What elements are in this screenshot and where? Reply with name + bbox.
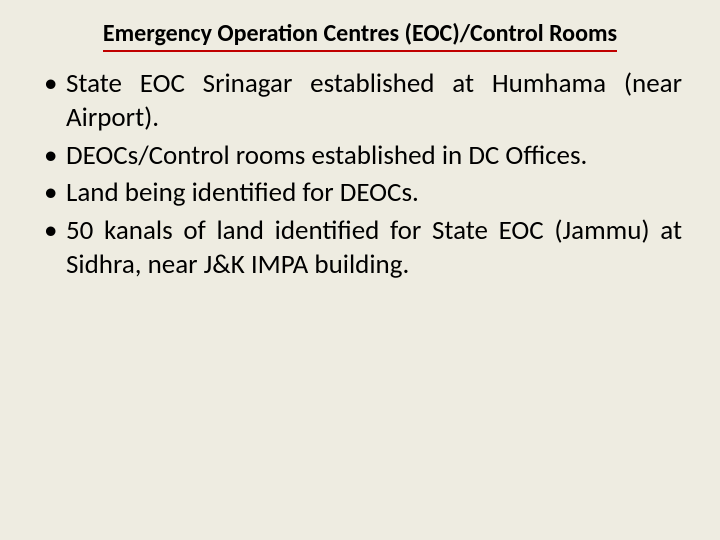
- list-item: DEOCs/Control rooms established in DC Of…: [38, 139, 682, 173]
- slide-title: Emergency Operation Centres (EOC)/Contro…: [103, 19, 617, 52]
- slide: Emergency Operation Centres (EOC)/Contro…: [0, 0, 720, 540]
- list-item: Land being identified for DEOCs.: [38, 176, 682, 210]
- title-container: Emergency Operation Centres (EOC)/Contro…: [30, 18, 690, 49]
- list-item: 50 kanals of land identified for State E…: [38, 214, 682, 282]
- bullet-list: State EOC Srinagar established at Humham…: [30, 67, 690, 282]
- list-item: State EOC Srinagar established at Humham…: [38, 67, 682, 135]
